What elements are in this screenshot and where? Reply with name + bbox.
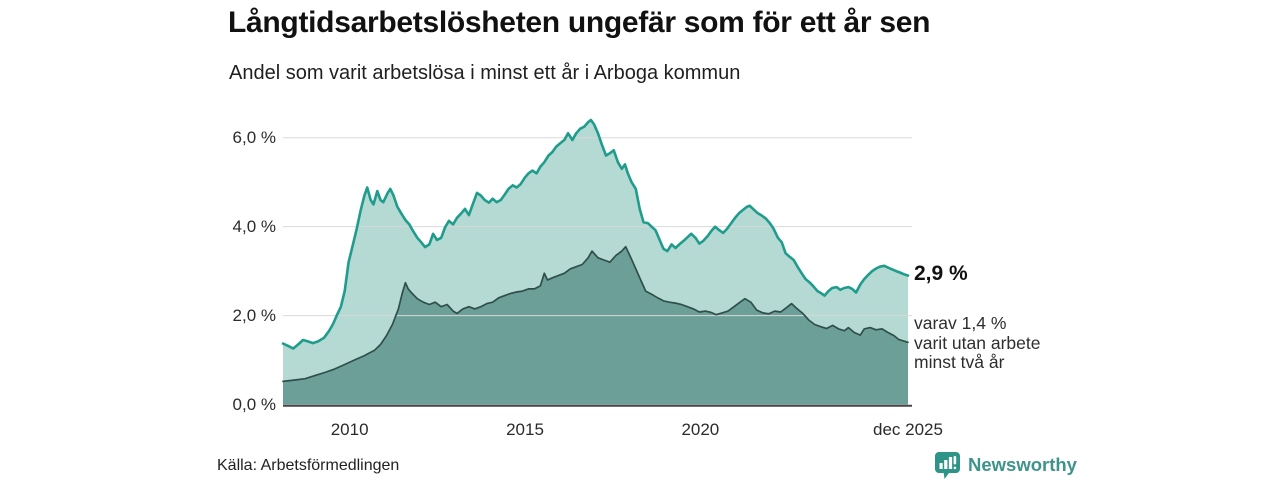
subset-annotation-line1: varav 1,4 % (914, 313, 1007, 333)
brand-logo: Newsworthy (934, 450, 1077, 480)
y-axis-tick-label: 6,0 % (232, 127, 276, 147)
x-axis-tick-label: dec 2025 (873, 420, 943, 439)
y-axis-tick-label: 2,0 % (232, 305, 276, 325)
subset-annotation-line3: minst två år (914, 352, 1005, 372)
end-value-label-subset: varav 1,4 % varit utan arbete minst två … (914, 313, 1041, 373)
chart-subtitle: Andel som varit arbetslösa i minst ett å… (229, 62, 741, 84)
page-title: Långtidsarbetslösheten ungefär som för e… (228, 6, 931, 39)
y-axis-tick-label: 4,0 % (232, 216, 276, 236)
x-axis-tick-label: 2010 (330, 420, 369, 439)
brand-name: Newsworthy (968, 454, 1077, 475)
x-axis-tick-label: 2020 (681, 420, 720, 439)
series-line-total (281, 118, 910, 350)
y-axis-tick-label: 0,0 % (232, 394, 276, 414)
source-attribution: Källa: Arbetsförmedlingen (217, 457, 400, 474)
x-axis-tick-label: 2015 (506, 420, 544, 439)
series-area-subset (283, 246, 908, 405)
series-line-subset (282, 245, 909, 383)
newsworthy-speech-bubble-bar-chart-icon (935, 451, 960, 479)
subset-annotation-line2: varit utan arbete (914, 332, 1041, 353)
end-value-label-total: 2,9 % (914, 262, 968, 285)
